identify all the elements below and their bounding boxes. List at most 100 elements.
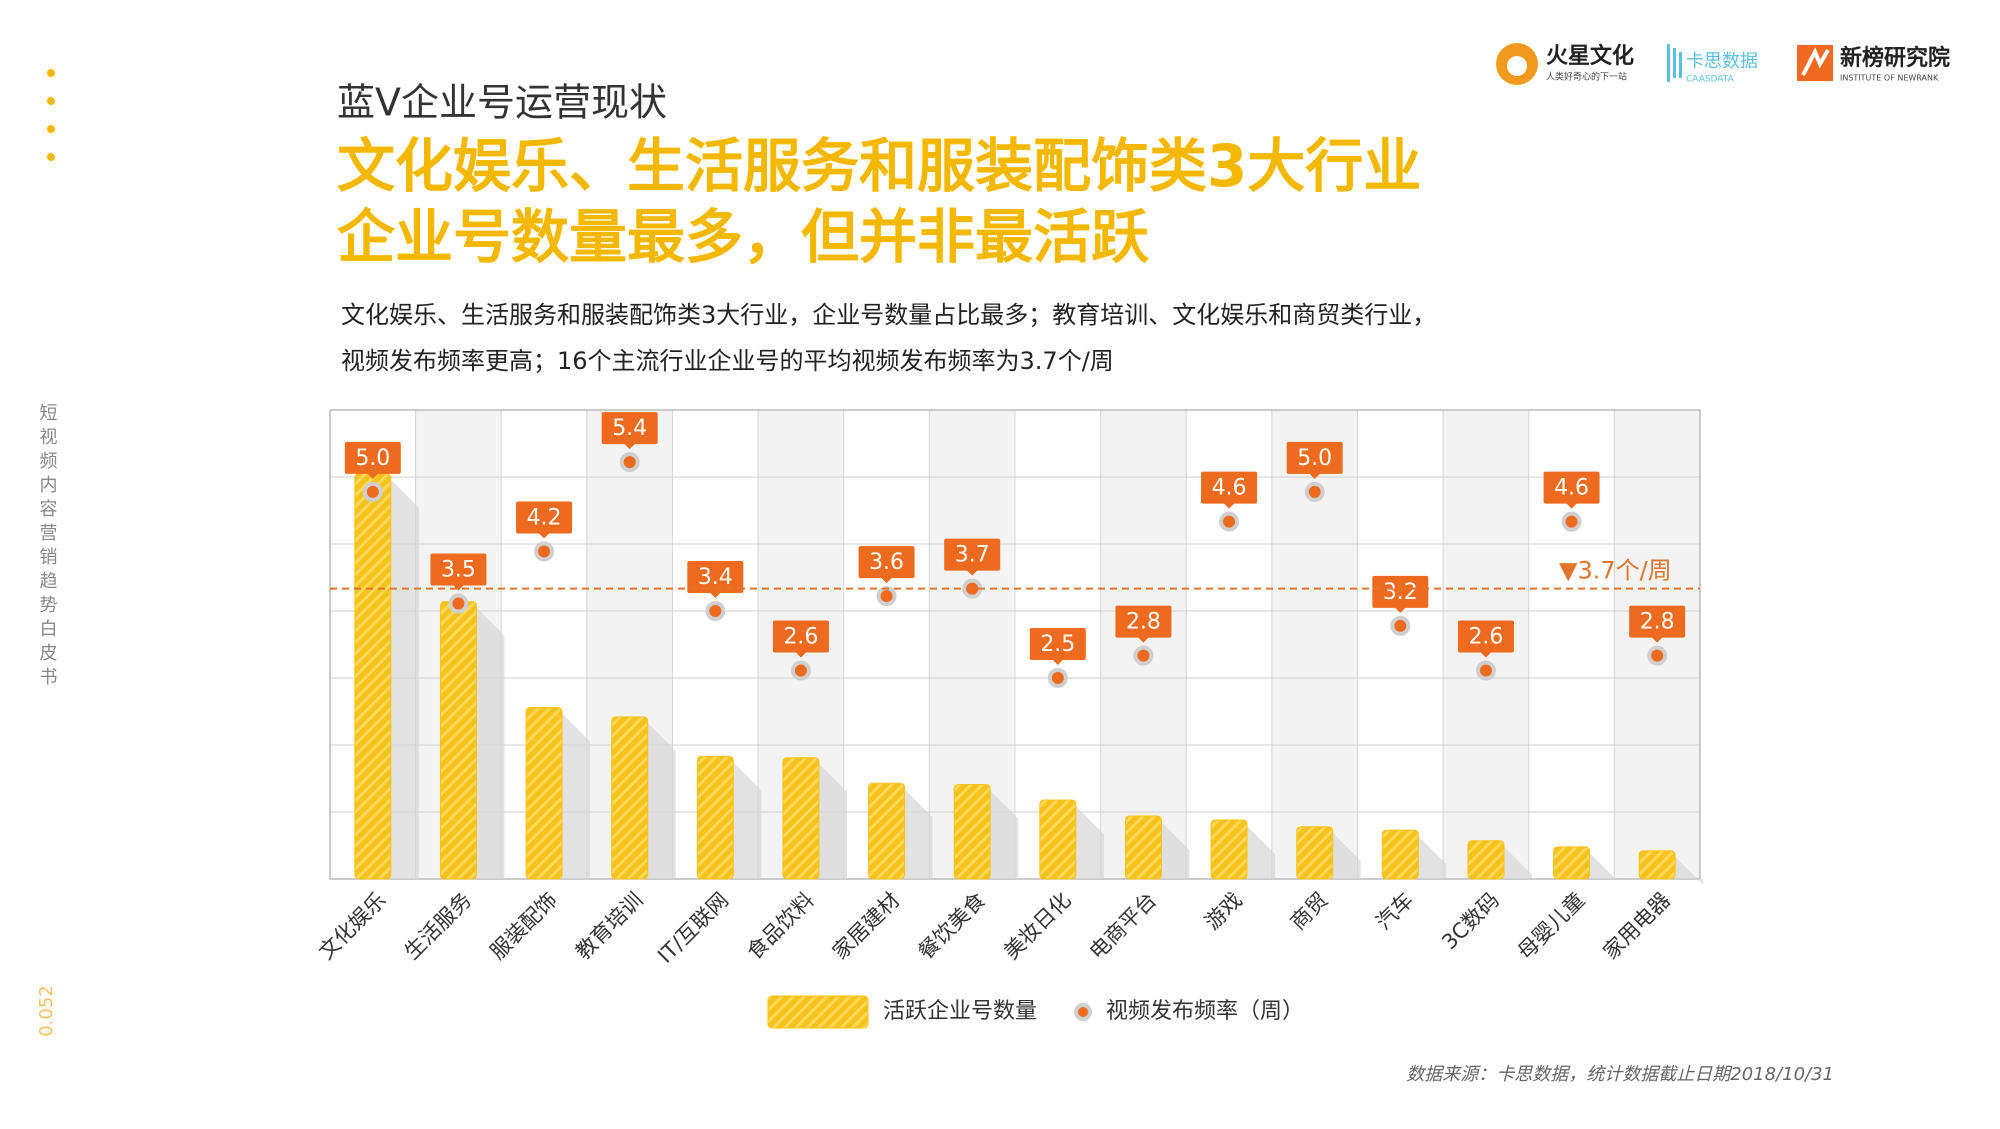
point <box>790 660 811 681</box>
point-label: 5.0 <box>1297 446 1332 471</box>
point-label-tip <box>366 472 379 479</box>
dots <box>47 69 55 161</box>
bar <box>1124 815 1162 880</box>
bar-shadow <box>1161 822 1190 879</box>
point <box>1561 511 1582 532</box>
bar <box>1296 826 1334 880</box>
bar <box>354 473 392 880</box>
x-tick-label: 3C数码 <box>1437 888 1503 954</box>
point-label: 2.6 <box>1468 625 1503 650</box>
point-label-bg <box>858 546 915 579</box>
bar-shadow <box>562 713 591 879</box>
page-number: 0.052 <box>36 985 57 1037</box>
column-bg <box>1357 409 1444 880</box>
point-label: 4.6 <box>1212 476 1247 501</box>
point-label: 3.4 <box>698 565 733 590</box>
bar <box>1381 829 1419 880</box>
point-label-tip <box>1651 636 1664 643</box>
legend-dot <box>1074 1003 1092 1021</box>
point <box>619 452 640 473</box>
source: 数据来源：卡思数据，统计数据截止日期2018/10/31 <box>1406 1064 1834 1085</box>
point-label-tip <box>452 584 465 591</box>
subtitle: 视频发布频率更高；16个主流行业企业号的平均视频发布频率为3.7个/周 <box>341 347 1114 375</box>
bar <box>1210 819 1248 880</box>
point-label-tip <box>1479 651 1492 658</box>
bar-shadow <box>990 790 1019 879</box>
legend-label: 活跃企业号数量 <box>883 999 1037 1024</box>
point-label-bg <box>516 501 573 534</box>
bar <box>439 601 477 880</box>
legend-label: 视频发布频率（周） <box>1106 999 1304 1024</box>
point-label-bg <box>1629 605 1686 638</box>
x-tick-label: 生活服务 <box>400 888 476 964</box>
point-label: 3.5 <box>441 558 476 583</box>
point <box>1047 668 1068 688</box>
point-label-tip <box>966 569 979 576</box>
x-tick-label: 教育培训 <box>571 888 647 964</box>
x-tick-label: 电商平台 <box>1085 888 1161 964</box>
bar-shadow <box>1589 852 1618 881</box>
x-tick-label: 文化娱乐 <box>314 888 390 964</box>
point <box>705 601 726 621</box>
x-tick-label: IT/互联网 <box>653 888 733 968</box>
bar-shadow <box>818 763 847 879</box>
column-bg <box>1613 409 1701 880</box>
x-tick-label: 商贸 <box>1286 888 1333 935</box>
bar-shadow <box>390 479 419 879</box>
x-tick-label: 服装配饰 <box>485 888 561 964</box>
point-label-bg <box>601 412 658 445</box>
bar <box>868 782 906 880</box>
point <box>448 593 469 614</box>
point-label-bg <box>1286 441 1343 474</box>
point-label-bg <box>1201 471 1258 504</box>
point-label: 4.2 <box>527 505 562 530</box>
point-label-bg <box>1115 605 1172 638</box>
point-label: 3.7 <box>955 543 990 568</box>
point-label-tip <box>794 651 807 658</box>
subtitle: 文化娱乐、生活服务和服装配饰类3大行业，企业号数量占比最多；教育培训、文化娱乐和… <box>341 301 1436 329</box>
point <box>1304 481 1325 502</box>
point-label-tip <box>1051 659 1064 665</box>
bar-shadow <box>904 789 933 879</box>
point-label-tip <box>1137 636 1150 643</box>
point-label-tip <box>1565 502 1578 509</box>
title: 文化娱乐、生活服务和服装配饰类3大行业 <box>337 132 1421 200</box>
logo-tagline: 人类好奇心的下一站 <box>1546 71 1627 83</box>
logo-name: 新榜研究院 <box>1840 45 1950 71</box>
legend-swatch <box>767 995 869 1029</box>
bar <box>1467 840 1505 880</box>
column-bg <box>1100 409 1187 880</box>
point-label-bg <box>1457 620 1514 653</box>
point-label-bg <box>687 561 744 593</box>
bar <box>525 706 563 880</box>
bar <box>953 784 991 880</box>
bar-shadow <box>1675 856 1704 885</box>
logo-name: 火星文化 <box>1546 43 1634 69</box>
logo-name: 卡思数据 <box>1686 51 1758 72</box>
bar-shadow <box>476 607 505 879</box>
point-label: 3.2 <box>1383 580 1418 605</box>
bar <box>1553 846 1591 880</box>
point <box>1219 511 1240 532</box>
point <box>1133 645 1154 666</box>
point <box>1475 660 1496 681</box>
x-tick-label: 餐饮美食 <box>914 888 990 964</box>
side-title: 短视频内容营销趋势白皮书 <box>37 403 58 691</box>
point-label-bg <box>1029 628 1086 660</box>
point-label: 2.5 <box>1040 632 1075 657</box>
point-label-tip <box>538 532 551 539</box>
bar-shadow <box>1075 805 1104 879</box>
point-label: 2.6 <box>783 625 818 650</box>
bar-shadow <box>1332 832 1361 879</box>
point-label-tip <box>880 577 893 584</box>
point-label-bg <box>344 441 401 474</box>
point-label-bg <box>430 553 487 586</box>
point-label-bg <box>1372 575 1429 608</box>
logo-tagline: CAASDATA <box>1686 75 1735 85</box>
point-label: 2.8 <box>1640 610 1675 635</box>
bar-shadow <box>733 762 762 879</box>
point <box>362 481 383 502</box>
point-label-bg <box>772 620 829 653</box>
point <box>534 541 555 562</box>
logo-tagline: INSTITUTE OF NEWRANK <box>1840 74 1939 83</box>
